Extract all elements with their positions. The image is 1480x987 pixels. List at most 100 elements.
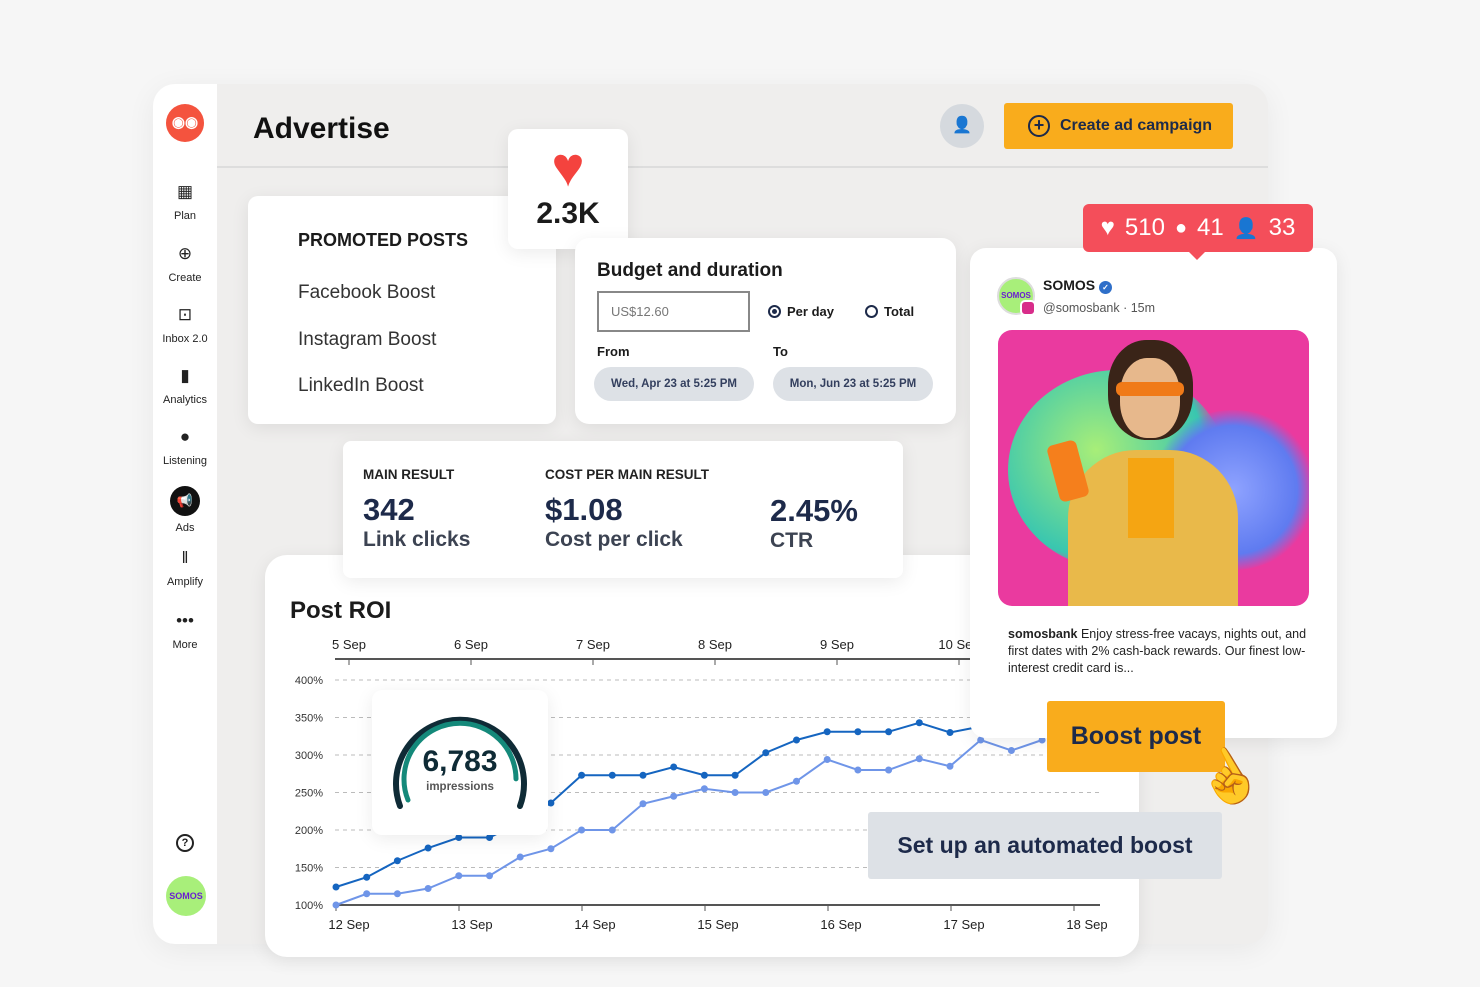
sidebar: ◉◉ ▦ Plan ⊕ Create ⊡ Inbox 2.0 ▮ Analytics ● List… bbox=[153, 84, 217, 944]
metric-ctr: 2.45% CTR bbox=[770, 467, 858, 553]
person-icon: 👤 bbox=[1233, 217, 1259, 240]
per-day-label: Per day bbox=[787, 304, 834, 319]
plus-circle-icon: ⊕ bbox=[177, 244, 193, 263]
series-1-point bbox=[1007, 747, 1015, 754]
series-1-line bbox=[335, 738, 1043, 906]
series-0-point bbox=[455, 834, 463, 841]
series-0-point bbox=[332, 883, 340, 891]
plus-circle-icon: + bbox=[1028, 115, 1050, 137]
sidebar-item-label: Inbox 2.0 bbox=[162, 333, 208, 345]
add-user-button[interactable]: 👤 bbox=[940, 104, 984, 148]
y-tick-label: 400% bbox=[295, 675, 323, 687]
series-1-point bbox=[731, 789, 739, 796]
metric-main-result: MAIN RESULT 342 Link clicks bbox=[363, 467, 470, 552]
sidebar-item-label: Create bbox=[168, 272, 202, 284]
promoted-item-facebook[interactable]: Facebook Boost bbox=[298, 282, 436, 303]
series-1-point bbox=[578, 826, 586, 834]
post-account-name: SOMOS bbox=[1043, 277, 1096, 293]
comment-icon: ● bbox=[1174, 216, 1188, 239]
series-0-point bbox=[393, 857, 401, 865]
post-preview-card: SOMOS SOMOS ✓ @somosbank · 15m somosbank… bbox=[970, 248, 1337, 738]
series-0-point bbox=[854, 728, 862, 736]
start-date-button[interactable]: Wed, Apr 23 at 5:25 PM bbox=[594, 367, 754, 401]
sidebar-item-ads[interactable]: 📢 Ads bbox=[153, 486, 217, 534]
series-1-point bbox=[823, 756, 831, 763]
series-1-point bbox=[455, 872, 463, 880]
per-day-radio[interactable]: Per day bbox=[768, 304, 834, 319]
boost-post-button[interactable]: Boost post bbox=[1047, 701, 1225, 772]
series-0-point bbox=[486, 834, 493, 841]
total-radio[interactable]: Total bbox=[865, 304, 914, 319]
top-tick-label: 10 Sep bbox=[938, 637, 979, 652]
series-1-point bbox=[700, 785, 708, 793]
inbox-icon: ⊡ bbox=[177, 305, 193, 324]
series-1-point bbox=[793, 777, 800, 785]
series-0-line bbox=[335, 721, 981, 888]
promoted-item-linkedin[interactable]: LinkedIn Boost bbox=[298, 375, 424, 396]
to-label: To bbox=[773, 344, 788, 359]
sidebar-item-inbox-2-0[interactable]: ⊡ Inbox 2.0 bbox=[153, 305, 217, 345]
metric-sub: Cost per click bbox=[545, 528, 683, 551]
account-avatar[interactable]: SOMOS bbox=[166, 876, 206, 916]
series-0-point bbox=[731, 771, 739, 779]
megaphone-icon: 📢 bbox=[170, 486, 200, 516]
automated-boost-button[interactable]: Set up an automated boost bbox=[868, 812, 1222, 879]
metric-header bbox=[770, 467, 858, 483]
series-0-point bbox=[823, 728, 831, 736]
sidebar-item-create[interactable]: ⊕ Create bbox=[153, 244, 217, 284]
metric-value: 342 bbox=[363, 492, 415, 527]
series-0-point bbox=[946, 729, 954, 736]
bar-chart-icon: ▮ bbox=[180, 366, 190, 385]
post-author: somosbank bbox=[1008, 627, 1078, 641]
x-tick-label: 15 Sep bbox=[697, 917, 738, 932]
results-card: MAIN RESULT 342 Link clicks COST PER MAIN … bbox=[343, 441, 903, 578]
series-1-point bbox=[885, 766, 893, 774]
sidebar-item-label: More bbox=[172, 639, 198, 651]
likes-badge: ♥ 2.3K bbox=[508, 129, 628, 249]
metric-value: $1.08 bbox=[545, 492, 623, 527]
sidebar-item-label: Listening bbox=[162, 455, 208, 467]
post-handle: @somosbank · 15m bbox=[1043, 301, 1156, 315]
help-icon[interactable]: ? bbox=[176, 834, 194, 852]
series-0-point bbox=[424, 844, 432, 852]
create-ad-campaign-button[interactable]: + Create ad campaign bbox=[1004, 103, 1233, 149]
series-0-point bbox=[639, 771, 647, 779]
y-tick-label: 100% bbox=[295, 900, 323, 912]
series-1-point bbox=[670, 792, 678, 800]
post-avatar: SOMOS bbox=[997, 277, 1035, 315]
y-tick-label: 150% bbox=[295, 863, 323, 875]
series-1-point bbox=[608, 826, 616, 834]
x-tick-label: 18 Sep bbox=[1066, 917, 1107, 932]
y-tick-label: 350% bbox=[295, 713, 323, 725]
series-1-point bbox=[332, 901, 340, 909]
series-1-point bbox=[639, 800, 647, 808]
budget-amount-input[interactable]: US$12.60 bbox=[597, 291, 750, 332]
top-tick-label: 9 Sep bbox=[820, 637, 854, 652]
metric-sub: Link clicks bbox=[363, 528, 471, 551]
owl-logo: ◉◉ bbox=[166, 104, 204, 142]
top-tick-label: 8 Sep bbox=[698, 637, 732, 652]
sidebar-item-plan[interactable]: ▦ Plan bbox=[153, 182, 217, 222]
series-1-point bbox=[854, 766, 862, 774]
from-label: From bbox=[597, 344, 630, 359]
metric-header: COST PER MAIN RESULT bbox=[545, 467, 710, 482]
sidebar-item-analytics[interactable]: ▮ Analytics bbox=[153, 366, 217, 406]
create-ad-campaign-label: Create ad campaign bbox=[1060, 117, 1213, 134]
top-tick-label: 7 Sep bbox=[576, 637, 610, 652]
bubble-tail bbox=[1187, 250, 1207, 260]
sidebar-item-amplify[interactable]: ‖ Amplify bbox=[153, 548, 217, 588]
end-date-button[interactable]: Mon, Jun 23 at 5:25 PM bbox=[773, 367, 933, 401]
promoted-item-instagram[interactable]: Instagram Boost bbox=[298, 329, 437, 350]
sidebar-item-more[interactable]: ••• More bbox=[153, 611, 217, 651]
likes-count: 2.3K bbox=[536, 197, 600, 230]
heart-icon: ♥ bbox=[1100, 214, 1115, 241]
series-0-point bbox=[793, 736, 800, 744]
comments-count: 41 bbox=[1197, 214, 1224, 241]
x-tick-label: 17 Sep bbox=[943, 917, 984, 932]
verified-icon: ✓ bbox=[1099, 281, 1113, 294]
x-tick-label: 13 Sep bbox=[451, 917, 492, 932]
series-1-point bbox=[516, 853, 524, 861]
sidebar-item-listening[interactable]: ● Listening bbox=[153, 427, 217, 467]
total-label: Total bbox=[884, 304, 915, 319]
budget-card: Budget and duration US$12.60 Per day Tot… bbox=[575, 238, 956, 424]
